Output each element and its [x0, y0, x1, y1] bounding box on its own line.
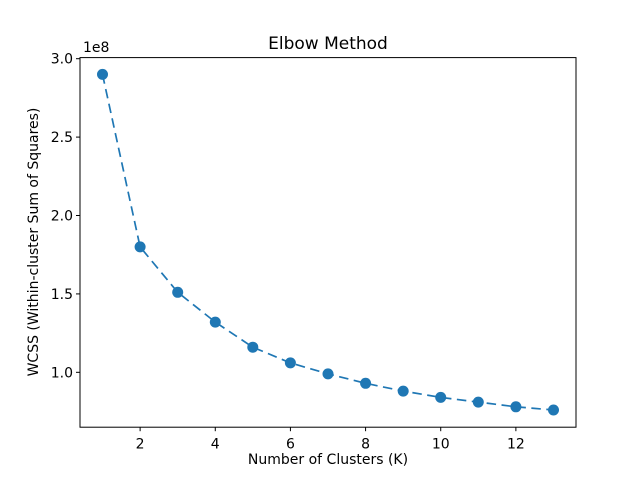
data-point — [284, 357, 296, 369]
axes-layer: 2 4 6 8 10 12 1.0 1.5 2.0 2.5 3.0 — [51, 52, 577, 453]
y-tick-label: 2.0 — [51, 209, 73, 225]
series-layer — [97, 68, 559, 416]
data-point — [472, 396, 484, 408]
y-axis-offset-text: 1e8 — [83, 40, 109, 56]
x-axis-label: Number of Clusters (K) — [248, 452, 408, 468]
data-point — [97, 68, 108, 80]
series-line — [101, 74, 554, 411]
x-tick-label: 8 — [361, 437, 370, 453]
data-point — [134, 241, 146, 253]
y-tick-label: 3.0 — [51, 52, 73, 68]
data-point — [435, 391, 447, 403]
x-tick-label: 2 — [136, 437, 145, 453]
data-point — [322, 368, 334, 380]
y-axis-label: WCSS (Within-cluster Sum of Squares) — [26, 108, 42, 377]
y-tick-label: 1.0 — [51, 365, 73, 381]
x-tick-label: 12 — [507, 437, 525, 453]
x-tick-label: 10 — [432, 437, 450, 453]
x-tick-label: 4 — [211, 437, 220, 453]
y-tick-label: 1.5 — [51, 287, 73, 303]
chart-title: Elbow Method — [268, 34, 388, 54]
axes-frame — [79, 57, 577, 428]
data-point — [247, 341, 259, 353]
data-point — [510, 401, 522, 413]
data-point — [360, 377, 372, 389]
data-point — [397, 385, 409, 397]
data-point — [209, 316, 221, 328]
data-point — [548, 404, 559, 416]
x-tick-label: 6 — [286, 437, 295, 453]
y-tick-label: 2.5 — [51, 130, 73, 146]
data-point — [172, 286, 184, 298]
